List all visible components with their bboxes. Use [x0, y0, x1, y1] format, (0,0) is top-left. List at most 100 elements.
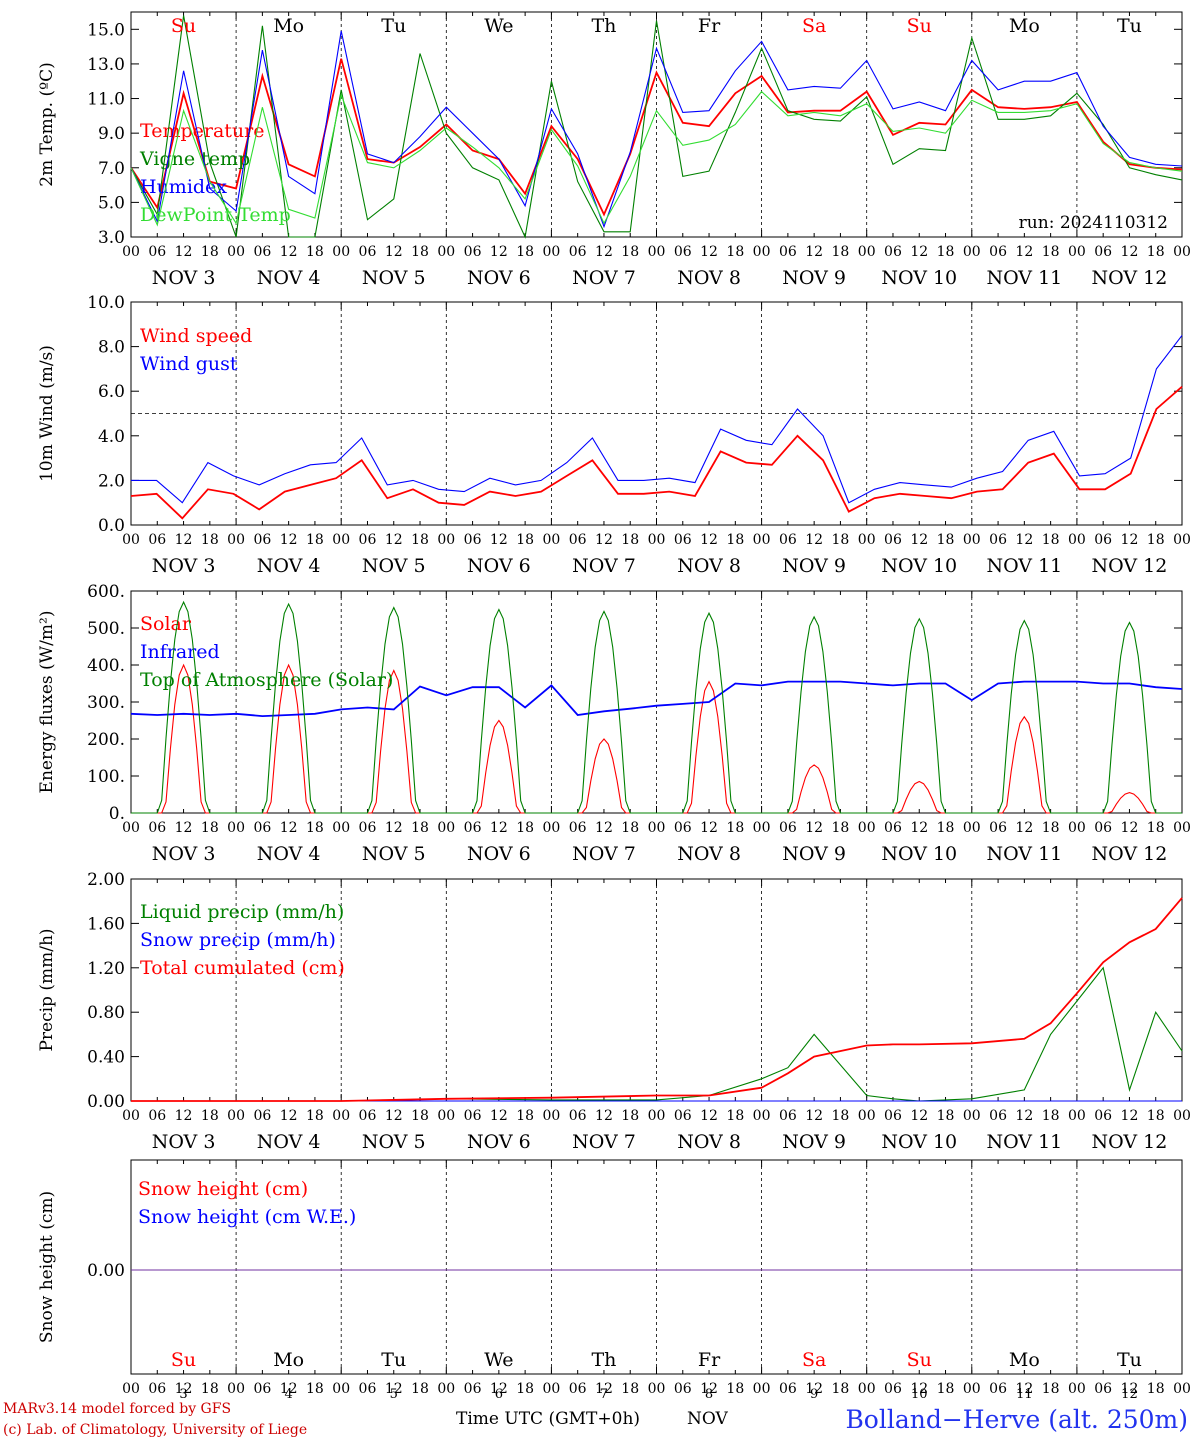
hour-tick-label: 00 — [1173, 820, 1191, 836]
hour-tick-label: 06 — [779, 1381, 797, 1397]
hour-tick-label: 18 — [832, 1381, 850, 1397]
weekday-label: Su — [171, 1349, 196, 1371]
hour-tick-label: 00 — [963, 820, 981, 836]
wind-panel: 0.0 2.0 4.0 6.0 8.0 10.0 10m Wind (m/s) Wind sp… — [37, 293, 1191, 577]
date-label: NOV 4 — [257, 1131, 321, 1153]
hour-tick-label: 00 — [227, 244, 245, 260]
hour-tick-label: 12 — [700, 820, 718, 836]
hour-tick-label: 18 — [1147, 820, 1165, 836]
y-axis-label: 10m Wind (m/s) — [37, 345, 57, 482]
hour-tick-label: 06 — [253, 820, 271, 836]
hour-tick-label: 06 — [464, 820, 482, 836]
hour-tick-label: 06 — [464, 532, 482, 548]
series-label: Top of Atmosphere (Solar) — [140, 669, 393, 691]
hour-tick-label: 00 — [648, 1381, 666, 1397]
date-label: NOV 6 — [467, 1131, 531, 1153]
y-tick-label: 9.0 — [98, 124, 125, 144]
hour-tick-label: 18 — [411, 1108, 429, 1124]
hour-tick-label: 12 — [280, 532, 298, 548]
date-label: NOV 8 — [677, 555, 741, 577]
hour-tick-label: 12 — [280, 1381, 298, 1397]
y-tick-label: 6.0 — [98, 382, 125, 402]
hour-tick-label: 00 — [1068, 244, 1086, 260]
hour-tick-label: 00 — [648, 820, 666, 836]
date-label: NOV 12 — [1092, 1131, 1168, 1153]
hour-tick-label: 12 — [1015, 532, 1033, 548]
hour-tick-label: 12 — [700, 1108, 718, 1124]
hour-tick-label: 12 — [910, 820, 928, 836]
series-label: Total cumulated (cm) — [140, 957, 345, 979]
hour-tick-label: 06 — [148, 1381, 166, 1397]
y-tick-label: 2.00 — [87, 870, 125, 890]
hour-tick-label: 00 — [1173, 1108, 1191, 1124]
hour-tick-label: 18 — [306, 1381, 324, 1397]
y-tick-label: 0.80 — [87, 1003, 125, 1023]
day-number: 12 — [1121, 1387, 1138, 1402]
day-number: 7 — [600, 1387, 608, 1402]
y-tick-label: 400. — [87, 656, 125, 676]
hour-tick-label: 00 — [648, 1108, 666, 1124]
hour-tick-label: 18 — [726, 244, 744, 260]
weekday-label: Fr — [698, 1349, 721, 1371]
hour-tick-label: 12 — [175, 1381, 193, 1397]
series-label: Wind speed — [140, 325, 252, 347]
hour-tick-label: 12 — [280, 1108, 298, 1124]
date-label: NOV 9 — [782, 843, 846, 865]
weekday-label: Th — [591, 15, 616, 37]
hour-tick-label: 12 — [490, 244, 508, 260]
hour-tick-label: 00 — [858, 532, 876, 548]
series-line — [130, 15, 1183, 239]
snow-panel: 0.00 Snow height (cm) Snow height (cm) Snow… — [37, 1159, 1191, 1402]
hour-tick-label: 18 — [832, 1108, 850, 1124]
date-label: NOV 4 — [257, 555, 321, 577]
weekday-label: Tu — [1117, 15, 1142, 37]
date-label: NOV 5 — [362, 1131, 426, 1153]
hour-tick-label: 12 — [490, 1381, 508, 1397]
hour-tick-label: 18 — [516, 244, 534, 260]
date-label: NOV 6 — [467, 555, 531, 577]
hour-tick-label: 12 — [1121, 532, 1139, 548]
hour-tick-label: 12 — [280, 244, 298, 260]
date-label: NOV 7 — [572, 267, 636, 289]
hour-tick-label: 06 — [989, 1381, 1007, 1397]
hour-tick-label: 00 — [332, 244, 350, 260]
hour-tick-label: 18 — [1147, 1381, 1165, 1397]
date-label: NOV 9 — [782, 1131, 846, 1153]
hour-tick-label: 00 — [858, 820, 876, 836]
day-number: 8 — [705, 1387, 713, 1402]
hour-tick-label: 00 — [122, 1108, 140, 1124]
hour-tick-label: 18 — [832, 820, 850, 836]
hour-tick-label: 00 — [963, 1381, 981, 1397]
hour-tick-label: 06 — [569, 244, 587, 260]
y-axis-label: Precip (mm/h) — [37, 928, 57, 1051]
hour-tick-label: 06 — [1094, 244, 1112, 260]
hour-tick-label: 06 — [989, 820, 1007, 836]
hour-tick-label: 06 — [148, 532, 166, 548]
hour-tick-label: 18 — [621, 1381, 639, 1397]
hour-tick-label: 18 — [937, 244, 955, 260]
date-label: NOV 6 — [467, 843, 531, 865]
hour-tick-label: 06 — [989, 532, 1007, 548]
y-axis-label: 2m Temp. (ºC) — [37, 62, 57, 187]
hour-tick-label: 18 — [516, 1381, 534, 1397]
y-tick-label: 11.0 — [87, 90, 125, 110]
energy-panel: 0. 100. 200. 300. 400. 500. 600. Energy fluxes … — [37, 582, 1191, 865]
hour-tick-label: 12 — [1015, 244, 1033, 260]
y-tick-label: 4.0 — [98, 427, 125, 447]
date-label: NOV 8 — [677, 1131, 741, 1153]
hour-tick-label: 12 — [490, 1108, 508, 1124]
hour-tick-label: 12 — [805, 1108, 823, 1124]
hour-tick-label: 12 — [700, 1381, 718, 1397]
hour-tick-label: 00 — [542, 1381, 560, 1397]
date-label: NOV 12 — [1092, 267, 1168, 289]
date-label: NOV 3 — [152, 1131, 216, 1153]
weekday-label: Su — [907, 1349, 932, 1371]
hour-tick-label: 18 — [1147, 532, 1165, 548]
date-label: NOV 6 — [467, 267, 531, 289]
date-label: NOV 8 — [677, 843, 741, 865]
weekday-label: We — [484, 1349, 513, 1371]
hour-tick-label: 18 — [411, 820, 429, 836]
date-label: NOV 7 — [572, 843, 636, 865]
hour-tick-label: 12 — [1015, 1108, 1033, 1124]
hour-tick-label: 06 — [674, 1108, 692, 1124]
